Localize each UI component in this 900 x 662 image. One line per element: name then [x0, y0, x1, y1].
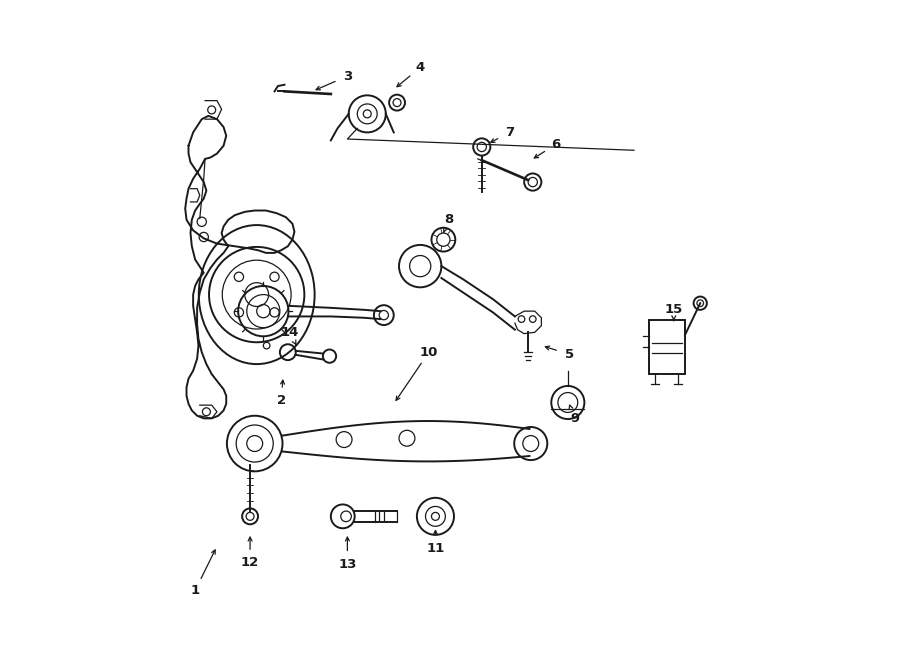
Text: 3: 3: [343, 70, 352, 83]
Text: 9: 9: [570, 412, 579, 425]
Text: 4: 4: [416, 61, 425, 74]
Text: 5: 5: [564, 348, 573, 361]
Text: 15: 15: [664, 303, 683, 316]
Text: 13: 13: [338, 557, 356, 571]
Text: 8: 8: [444, 213, 454, 226]
Text: 11: 11: [427, 542, 445, 555]
Text: 14: 14: [281, 326, 299, 339]
Text: 12: 12: [241, 556, 259, 569]
Bar: [649, 320, 685, 374]
Text: 1: 1: [191, 584, 200, 597]
Text: 2: 2: [276, 394, 286, 407]
Text: 6: 6: [552, 138, 561, 151]
Text: 7: 7: [505, 126, 514, 139]
Text: 10: 10: [419, 346, 438, 359]
